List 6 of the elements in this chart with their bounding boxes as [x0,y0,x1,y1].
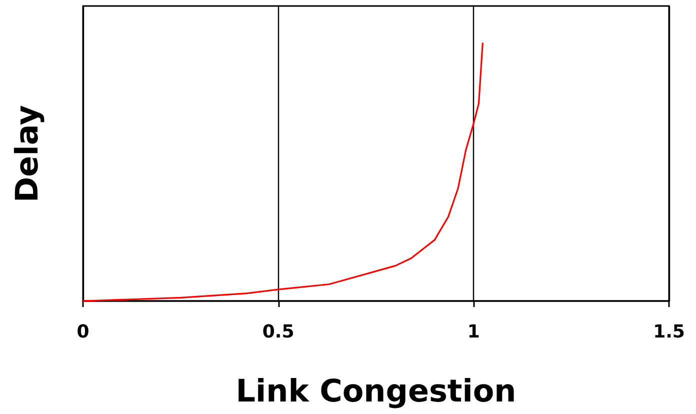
x-tick-label: 0 [76,322,90,342]
x-tick-label: 0.5 [262,322,294,342]
y-axis-title: Delay [10,104,46,203]
x-tick-label: 1 [467,322,480,342]
x-tick-label: 1.5 [653,322,685,342]
x-axis-title: Link Congestion [236,374,516,410]
